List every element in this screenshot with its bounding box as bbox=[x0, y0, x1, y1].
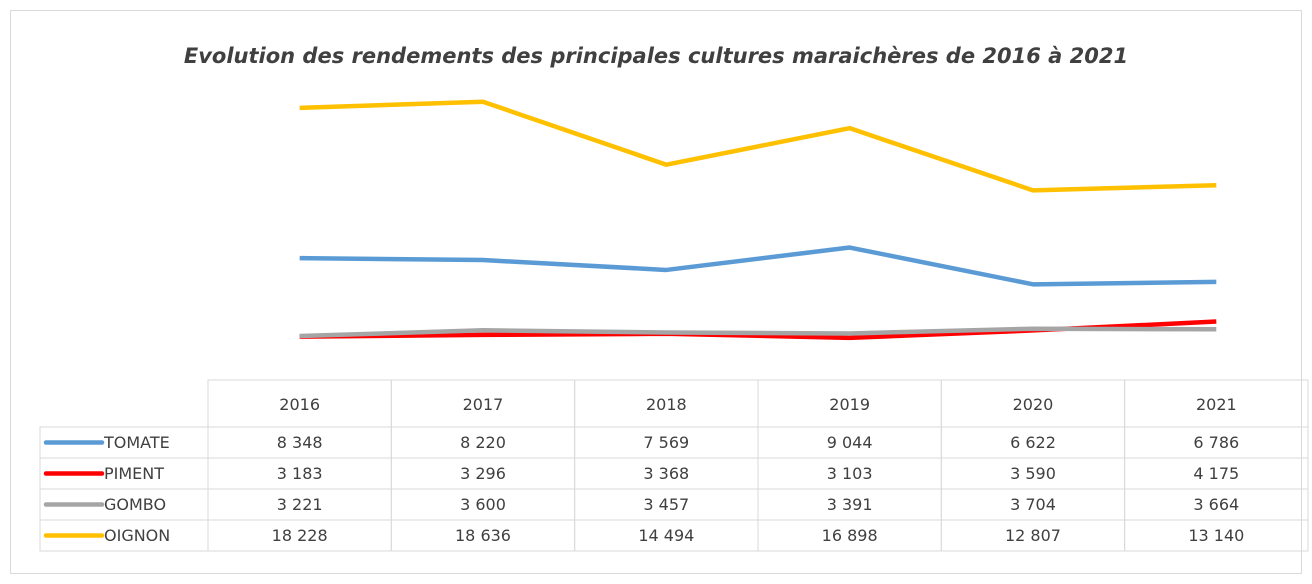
data-label: 3 296 bbox=[460, 464, 506, 483]
data-label: 16 898 bbox=[822, 526, 878, 545]
data-label: 4 175 bbox=[1193, 464, 1239, 483]
x-tick-label: 2018 bbox=[646, 395, 687, 414]
data-label: 8 348 bbox=[277, 433, 323, 452]
series-line bbox=[299, 245, 1217, 287]
legend-label: OIGNON bbox=[104, 526, 170, 545]
data-label: 3 391 bbox=[827, 495, 873, 514]
table-cell bbox=[1124, 519, 1309, 552]
series-line bbox=[299, 99, 1217, 193]
legend-label: TOMATE bbox=[103, 433, 170, 452]
chart-border bbox=[10, 10, 1302, 574]
x-tick-label: 2016 bbox=[279, 395, 320, 414]
data-label: 3 183 bbox=[277, 464, 323, 483]
x-tick-label: 2021 bbox=[1196, 395, 1237, 414]
data-label: 18 636 bbox=[455, 526, 511, 545]
data-label: 9 044 bbox=[827, 433, 873, 452]
data-label: 6 622 bbox=[1010, 433, 1056, 452]
data-label: 12 807 bbox=[1005, 526, 1061, 545]
data-label: 3 600 bbox=[460, 495, 506, 514]
data-label: 13 140 bbox=[1188, 526, 1244, 545]
data-label: 3 457 bbox=[643, 495, 689, 514]
data-label: 3 590 bbox=[1010, 464, 1056, 483]
data-label: 18 228 bbox=[272, 526, 328, 545]
x-tick-label: 2019 bbox=[829, 395, 870, 414]
data-label: 3 221 bbox=[277, 495, 323, 514]
data-label: 3 664 bbox=[1193, 495, 1239, 514]
data-label: 8 220 bbox=[460, 433, 506, 452]
data-label: 6 786 bbox=[1193, 433, 1239, 452]
x-tick-label: 2017 bbox=[463, 395, 504, 414]
data-label: 3 368 bbox=[643, 464, 689, 483]
chart-title: Evolution des rendements des principales… bbox=[184, 44, 1128, 68]
data-label: 7 569 bbox=[643, 433, 689, 452]
legend-label: PIMENT bbox=[104, 464, 164, 483]
legend-label: GOMBO bbox=[104, 495, 166, 514]
data-label: 14 494 bbox=[638, 526, 694, 545]
data-label: 3 704 bbox=[1010, 495, 1056, 514]
x-tick-label: 2020 bbox=[1013, 395, 1054, 414]
data-label: 3 103 bbox=[827, 464, 873, 483]
series-line bbox=[299, 326, 1217, 339]
